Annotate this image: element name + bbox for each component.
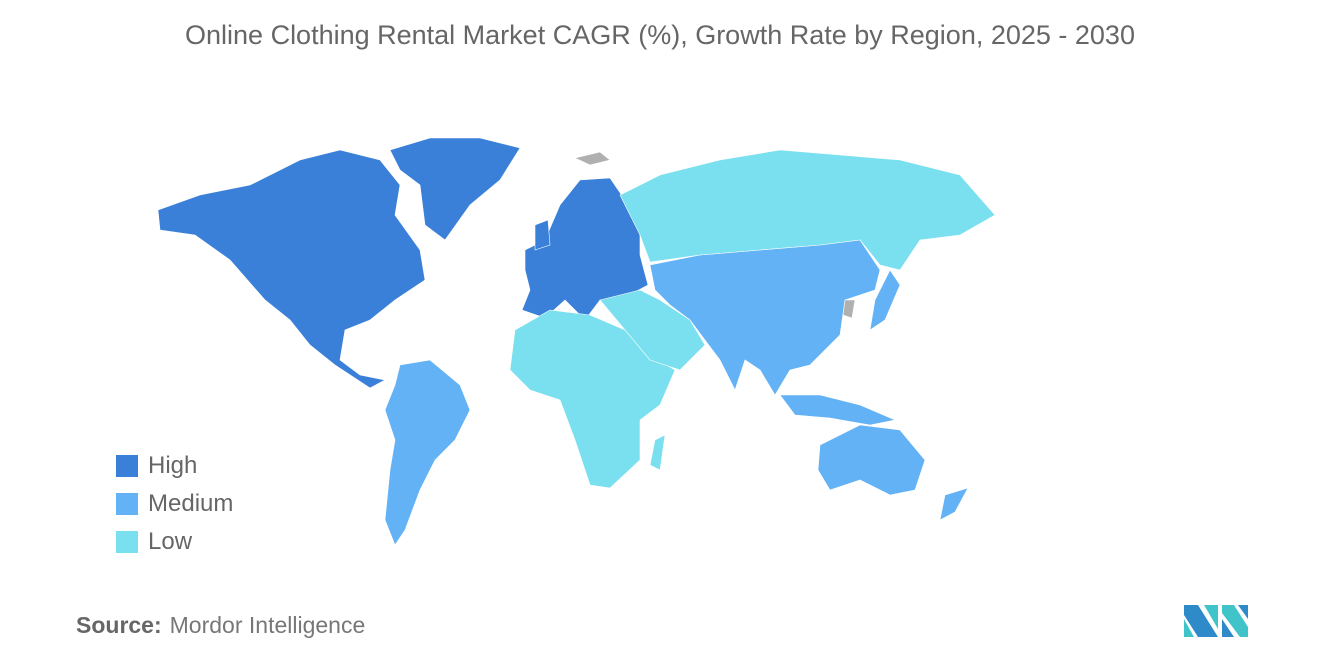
- uk: [534, 219, 551, 251]
- africa: [509, 309, 676, 489]
- legend-label: Medium: [148, 490, 234, 517]
- legend-item-high: High: [116, 452, 197, 480]
- legend-label: High: [148, 452, 198, 479]
- mordor-logo-icon: [1184, 605, 1248, 637]
- region-high: [157, 137, 649, 389]
- greenland: [389, 137, 521, 241]
- source-note: Source: Mordor Intelligence: [76, 612, 365, 639]
- svalbard-no-data: [574, 151, 611, 166]
- chart-title: Online Clothing Rental Market CAGR (%), …: [185, 20, 1135, 50]
- new-zealand: [939, 487, 969, 521]
- korea-no-data: [842, 299, 856, 319]
- legend-swatch: [116, 455, 138, 477]
- region-medium: [384, 239, 969, 546]
- australia: [817, 424, 926, 496]
- source-value: Mordor Intelligence: [169, 612, 366, 638]
- madagascar: [649, 434, 666, 471]
- japan: [869, 269, 901, 331]
- south-america: [384, 359, 471, 546]
- legend-swatch: [116, 493, 138, 515]
- legend-item-medium: Medium: [116, 490, 233, 518]
- middle-east: [599, 289, 706, 371]
- legend-item-low: Low: [116, 528, 192, 556]
- north-america: [157, 149, 426, 389]
- legend-swatch: [116, 531, 138, 553]
- source-label: Source:: [76, 612, 162, 638]
- legend-label: Low: [148, 528, 193, 555]
- se-asia: [779, 394, 897, 426]
- russia: [619, 149, 996, 271]
- region-low: [509, 149, 996, 489]
